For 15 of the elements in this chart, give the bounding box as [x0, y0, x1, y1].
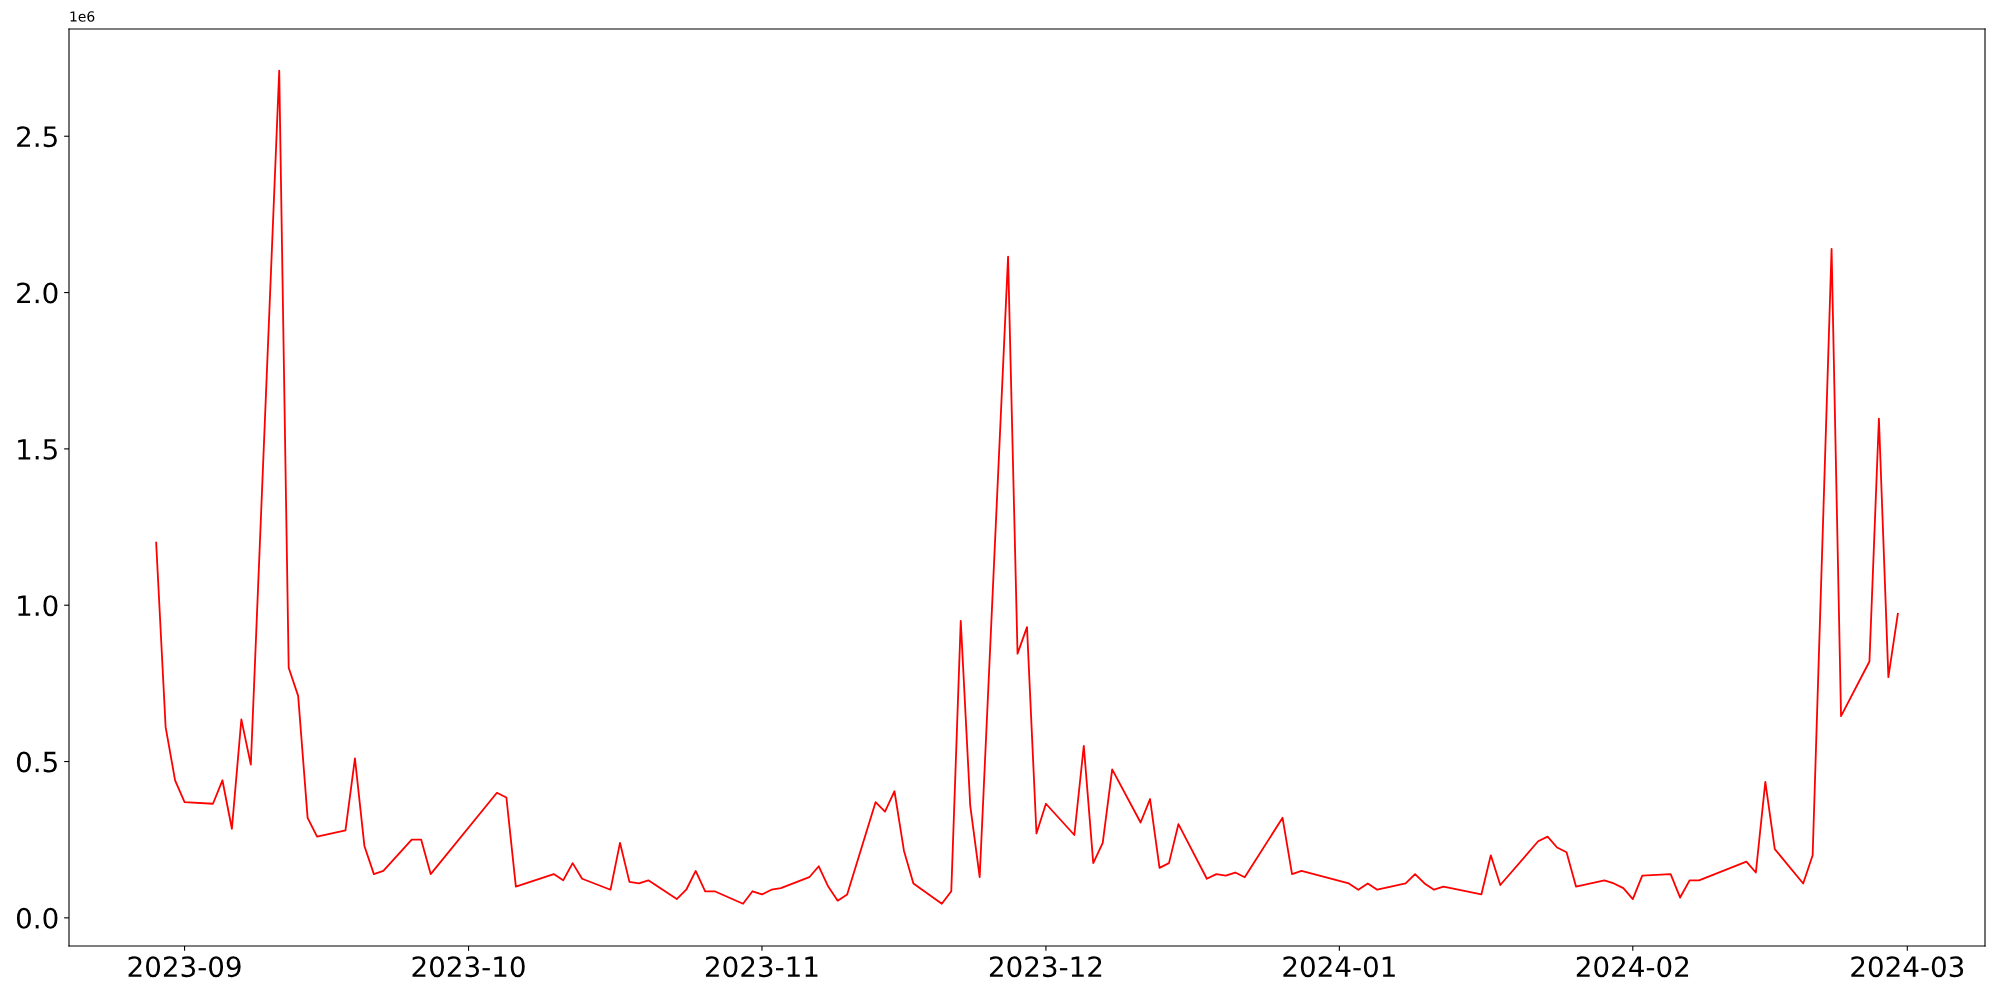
x-tick-label: 2024-01 — [1283, 956, 1395, 978]
y-tick-label: 1.5 — [18, 439, 57, 460]
x-tick-label: 2023-12 — [989, 956, 1102, 978]
x-tick-label: 2023-10 — [412, 956, 525, 978]
x-tick-label: 2024-03 — [1851, 956, 1964, 978]
y-tick-label: 0.0 — [16, 907, 58, 929]
y-tick-label: 2.0 — [17, 282, 58, 304]
line-series — [155, 69, 1899, 905]
x-tick-label: 2023-09 — [128, 956, 241, 978]
x-tick-label: 2023-11 — [705, 956, 818, 978]
y-tick-label: 2.5 — [17, 126, 57, 148]
x-tick-label: 2024-02 — [1576, 956, 1689, 978]
y-tick-label: 1.0 — [18, 595, 58, 617]
text: 1e6 — [70, 11, 95, 22]
y-tick-label: 0.5 — [16, 751, 57, 773]
